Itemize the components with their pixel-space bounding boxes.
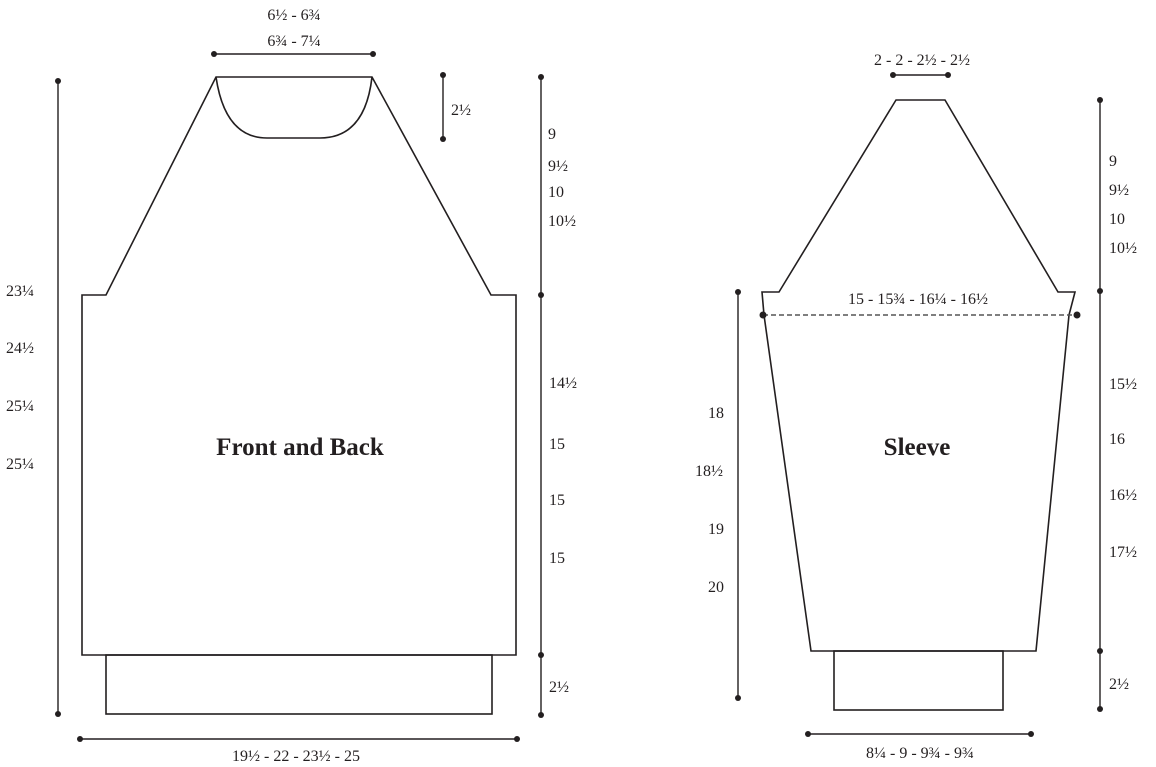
neck-depth-label: 2½ [451,102,471,119]
sleeve-length-right-label-4: 17½ [1109,544,1137,561]
sleeve-title: Sleeve [884,434,951,461]
front-back-neckline [215,76,373,139]
cuff-width-label: 8¼ - 9 - 9¾ - 9¾ [866,745,974,762]
raglan-depth-label-2: 9½ [548,158,568,175]
sleeve-top-width-label: 2 - 2 - 2½ - 2½ [874,52,970,69]
cuff-width-dimension: 8¼ - 9 - 9¾ - 9¾ [805,731,1034,762]
sleeve-right-dimension: 9 9½ 10 10½ 15½ 16 16½ 17½ 2½ [1097,97,1137,712]
front-back-piece: Front and Back [81,76,517,715]
sleeve-length-right-label-2: 16 [1109,431,1125,448]
neck-depth-dimension: 2½ [440,72,471,142]
cap-depth-label-1: 9 [1109,153,1117,170]
fb-ribbing-depth-label: 2½ [549,679,569,696]
total-length-label-2: 24½ [6,340,34,357]
sleeve-piece: Sleeve 15 - 15¾ - 16¼ - 16½ [759,99,1081,711]
sleeve-length-left-label-1: 18 [708,405,724,422]
sleeve-length-right-label-3: 16½ [1109,487,1137,504]
body-length-label-4: 15 [549,550,565,567]
raglan-depth-label-1: 9 [548,126,556,143]
body-length-label-3: 15 [549,492,565,509]
total-length-label-4: 25¼ [6,456,34,473]
cuff-depth-label: 2½ [1109,676,1129,693]
total-length-label-1: 23¼ [6,283,34,300]
sleeve-length-left-label-4: 20 [708,579,724,596]
total-length-dimension: 23¼ 24½ 25¼ 25¼ [6,78,61,717]
sleeve-length-left-label-3: 19 [708,521,724,538]
cap-depth-label-2: 9½ [1109,182,1129,199]
cap-depth-label-3: 10 [1109,211,1125,228]
neck-width-label-2: 6¾ - 7¼ [267,33,320,50]
sleeve-length-left-dimension: 18 18½ 19 20 [695,289,741,701]
front-back-ribbing [105,654,493,715]
raglan-depth-label-3: 10 [548,184,564,201]
raglan-depth-label-4: 10½ [548,213,576,230]
cap-depth-label-4: 10½ [1109,240,1137,257]
sleeve-cuff [833,650,1004,711]
sleeve-outline [761,99,1077,652]
front-back-outline [81,76,517,656]
total-length-label-3: 25¼ [6,398,34,415]
bottom-width-label: 19½ - 22 - 23½ - 25 [232,748,360,765]
front-back-right-dimension: 9 9½ 10 10½ 14½ 15 15 15 2½ [538,74,577,718]
neck-width-dimension: 6½ - 6¾ 6¾ - 7¼ [211,7,376,57]
sleeve-length-right-label-1: 15½ [1109,376,1137,393]
front-back-title: Front and Back [216,434,384,461]
neck-width-label-1: 6½ - 6¾ [267,7,320,24]
upper-arm-width-label: 15 - 15¾ - 16¼ - 16½ [848,291,988,308]
sleeve-length-left-label-2: 18½ [695,463,723,480]
sleeve-top-width-dimension: 2 - 2 - 2½ - 2½ [874,52,970,78]
body-length-label-1: 14½ [549,375,577,392]
bottom-width-dimension: 19½ - 22 - 23½ - 25 [77,736,520,765]
body-length-label-2: 15 [549,436,565,453]
